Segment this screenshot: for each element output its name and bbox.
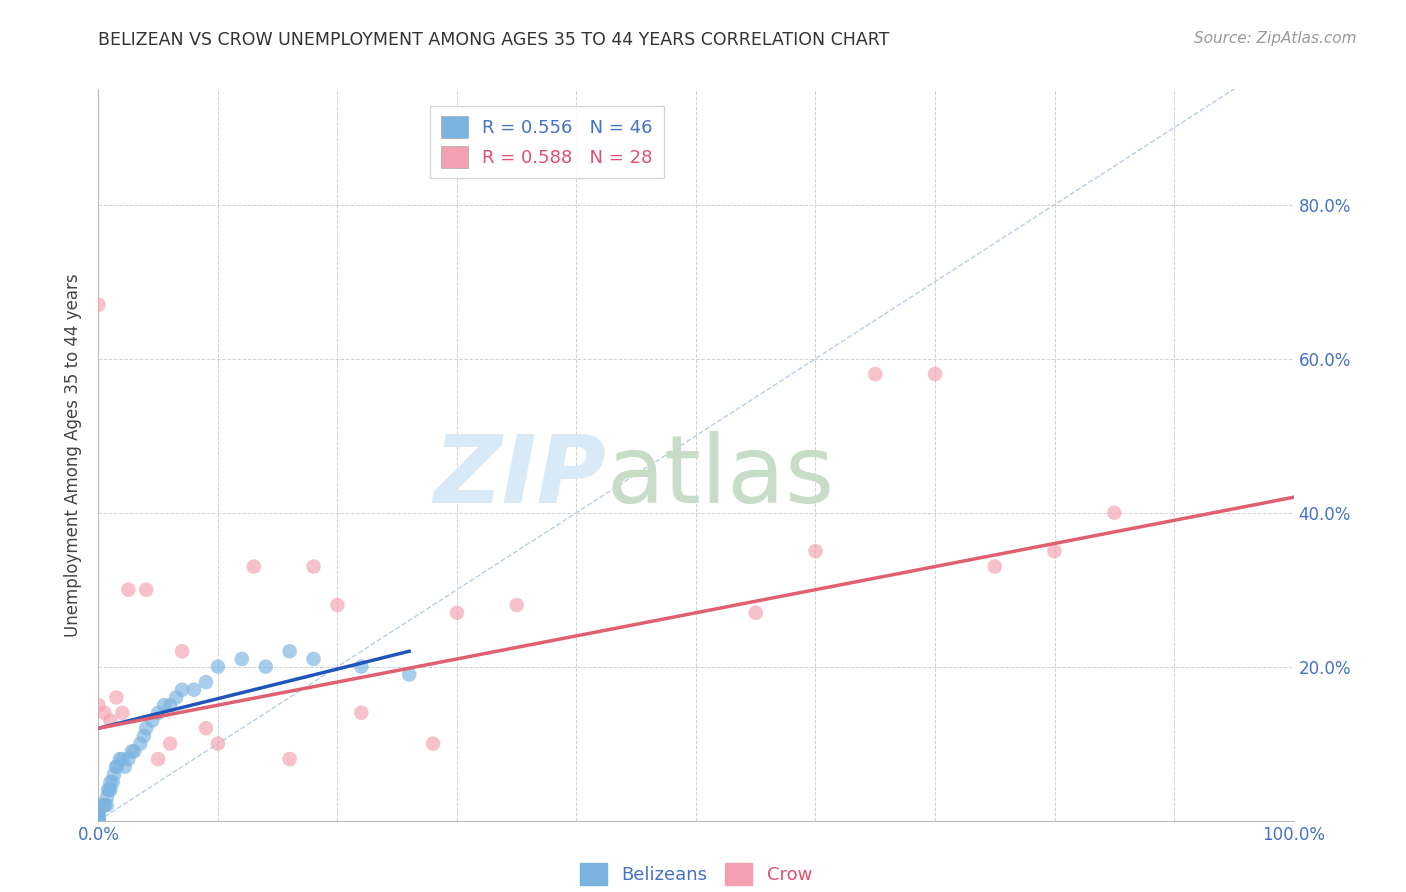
Point	[984, 559, 1007, 574]
Point	[87, 805, 110, 820]
Point	[159, 737, 181, 751]
Point	[87, 810, 110, 824]
Point	[422, 737, 444, 751]
Point	[105, 690, 128, 705]
Point	[165, 690, 187, 705]
Point	[350, 659, 373, 673]
Point	[172, 644, 194, 658]
Point	[96, 790, 118, 805]
Point	[804, 544, 827, 558]
Point	[135, 582, 157, 597]
Point	[117, 582, 139, 597]
Point	[96, 798, 118, 813]
Point	[97, 782, 120, 797]
Point	[132, 729, 155, 743]
Point	[121, 744, 143, 758]
Point	[135, 721, 157, 735]
Point	[87, 814, 110, 828]
Point	[1102, 506, 1125, 520]
Point	[243, 559, 266, 574]
Point	[207, 737, 229, 751]
Point	[87, 798, 110, 813]
Point	[207, 659, 229, 673]
Point	[87, 814, 110, 828]
Point	[101, 775, 124, 789]
Point	[87, 810, 110, 824]
Point	[506, 598, 529, 612]
Point	[172, 682, 194, 697]
Point	[105, 760, 128, 774]
Point	[302, 559, 325, 574]
Point	[87, 814, 110, 828]
Text: ZIP: ZIP	[433, 431, 606, 523]
Point	[1043, 544, 1066, 558]
Point	[398, 667, 420, 681]
Point	[98, 782, 121, 797]
Point	[148, 706, 170, 720]
Point	[446, 606, 468, 620]
Point	[924, 367, 946, 381]
Point	[350, 706, 373, 720]
Point	[278, 644, 301, 658]
Text: Source: ZipAtlas.com: Source: ZipAtlas.com	[1194, 31, 1357, 46]
Point	[159, 698, 181, 713]
Point	[141, 714, 163, 728]
Point	[98, 782, 122, 797]
Point	[105, 760, 128, 774]
Point	[111, 752, 134, 766]
Point	[183, 682, 205, 697]
Point	[93, 706, 115, 720]
Legend: Belizeans, Crow: Belizeans, Crow	[572, 855, 820, 892]
Point	[117, 752, 139, 766]
Point	[93, 798, 115, 813]
Point	[863, 367, 887, 381]
Point	[111, 706, 134, 720]
Point	[98, 775, 122, 789]
Point	[153, 698, 176, 713]
Point	[114, 760, 136, 774]
Point	[302, 652, 325, 666]
Point	[326, 598, 349, 612]
Point	[93, 798, 115, 813]
Point	[87, 805, 110, 820]
Point	[194, 721, 218, 735]
Point	[108, 752, 131, 766]
Point	[98, 714, 122, 728]
Text: atlas: atlas	[606, 431, 835, 523]
Point	[124, 744, 146, 758]
Point	[87, 805, 110, 820]
Point	[129, 737, 152, 751]
Point	[87, 698, 110, 713]
Point	[87, 814, 110, 828]
Point	[103, 767, 125, 781]
Point	[254, 659, 277, 673]
Point	[87, 298, 110, 312]
Y-axis label: Unemployment Among Ages 35 to 44 years: Unemployment Among Ages 35 to 44 years	[65, 273, 83, 637]
Point	[745, 606, 768, 620]
Text: BELIZEAN VS CROW UNEMPLOYMENT AMONG AGES 35 TO 44 YEARS CORRELATION CHART: BELIZEAN VS CROW UNEMPLOYMENT AMONG AGES…	[98, 31, 890, 49]
Point	[148, 752, 170, 766]
Point	[194, 675, 218, 690]
Point	[278, 752, 301, 766]
Point	[231, 652, 253, 666]
